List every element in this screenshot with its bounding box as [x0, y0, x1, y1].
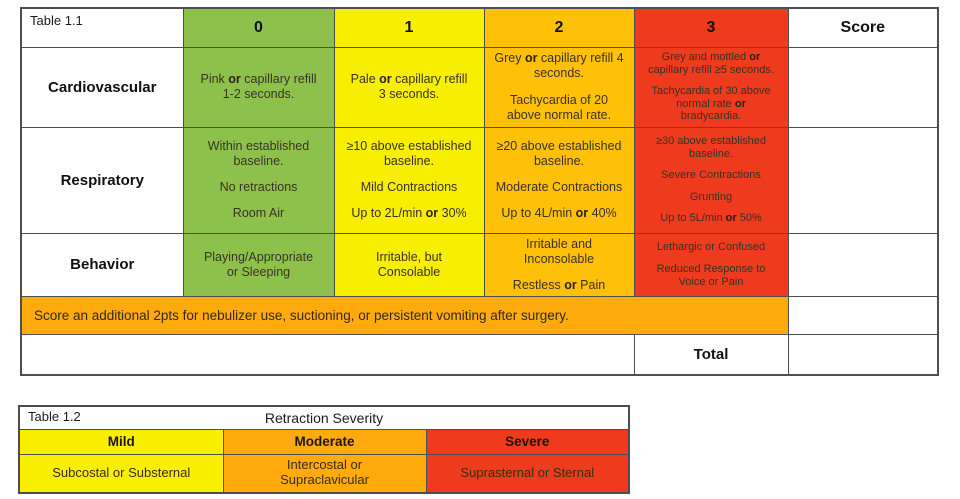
severity-header-mild: Mild — [18, 428, 224, 455]
cell-behavior-0: Playing/Appropriate or Sleeping — [182, 232, 335, 298]
severity-header-moderate: Moderate — [222, 428, 427, 455]
severity-body-row: Subcostal or Substernal Intercostal or Su… — [18, 453, 630, 494]
cell-behavior-2: Irritable and Inconsolable Restless or Pai… — [483, 232, 635, 298]
cell-respiratory-0: Within established baseline. No retraction… — [182, 126, 335, 234]
score-cell-cardiovascular — [787, 46, 939, 128]
score-column-header-2: 2 — [483, 7, 635, 48]
cell-behavior-1: Irritable, but Consolable — [333, 232, 485, 298]
total-label: Total — [633, 334, 789, 376]
table-1-2-label: Table 1.2 — [28, 409, 81, 424]
score-header: Score — [787, 7, 939, 48]
table-row-total: Total — [20, 334, 939, 376]
table-row-note: Score an additional 2pts for nebulizer u… — [20, 296, 939, 336]
total-score-cell — [787, 334, 939, 376]
cell-cardiovascular-3: Grey and mottled or capillary refill ≥5 s… — [633, 46, 789, 128]
severity-body-moderate: Intercostal or Supraclavicular — [222, 453, 427, 494]
severity-header-severe: Severe — [425, 428, 630, 455]
cell-cardiovascular-1: Pale or capillary refill 3 seconds. — [333, 46, 485, 128]
cell-cardiovascular-0: Pink or capillary refill 1-2 seconds. — [182, 46, 335, 128]
score-column-header-0: 0 — [182, 7, 335, 48]
retraction-severity-table: Table 1.2 Retraction Severity Mild Moder… — [18, 405, 630, 494]
row-label-respiratory: Respiratory — [20, 126, 184, 234]
table-row-behavior: Behavior Playing/Appropriate or Sleeping … — [20, 232, 939, 298]
cell-behavior-3: Lethargic or Confused Reduced Response to… — [633, 232, 789, 298]
score-cell-respiratory — [787, 126, 939, 234]
retraction-severity-title: Retraction Severity — [264, 409, 384, 426]
severity-body-mild: Subcostal or Substernal — [18, 453, 224, 494]
additional-points-note: Score an additional 2pts for nebulizer u… — [20, 296, 789, 336]
severity-body-severe: Suprasternal or Sternal — [425, 453, 630, 494]
table-row-respiratory: Respiratory Within established baseline. N… — [20, 126, 939, 234]
severity-header-row: Mild Moderate Severe — [18, 428, 630, 455]
row-label-cardiovascular: Cardiovascular — [20, 46, 184, 128]
cell-respiratory-1: ≥10 above established baseline. Mild Contr… — [333, 126, 485, 234]
table-1-2-title-row: Table 1.2 Retraction Severity — [18, 405, 630, 430]
cell-respiratory-2: ≥20 above established baseline. Moderate C… — [483, 126, 635, 234]
score-column-header-3: 3 — [633, 7, 789, 48]
score-cell-note — [787, 296, 939, 336]
score-column-header-1: 1 — [333, 7, 485, 48]
cell-cardiovascular-2: Grey or capillary refill 4 seconds. Tachyc… — [483, 46, 635, 128]
scoring-table: Table 1.1 0 1 2 3 Score Cardiovascular P… — [20, 7, 939, 376]
table-1-2-title-cell: Table 1.2 Retraction Severity — [18, 405, 630, 430]
total-row-spacer — [20, 334, 635, 376]
score-cell-behavior — [787, 232, 939, 298]
table-1-1-label: Table 1.1 — [20, 7, 184, 48]
table-header-row: Table 1.1 0 1 2 3 Score — [20, 7, 939, 48]
row-label-behavior: Behavior — [20, 232, 184, 298]
cell-respiratory-3: ≥30 above established baseline. Severe Con… — [633, 126, 789, 234]
table-row-cardiovascular: Cardiovascular Pink or capillary refill 1… — [20, 46, 939, 128]
